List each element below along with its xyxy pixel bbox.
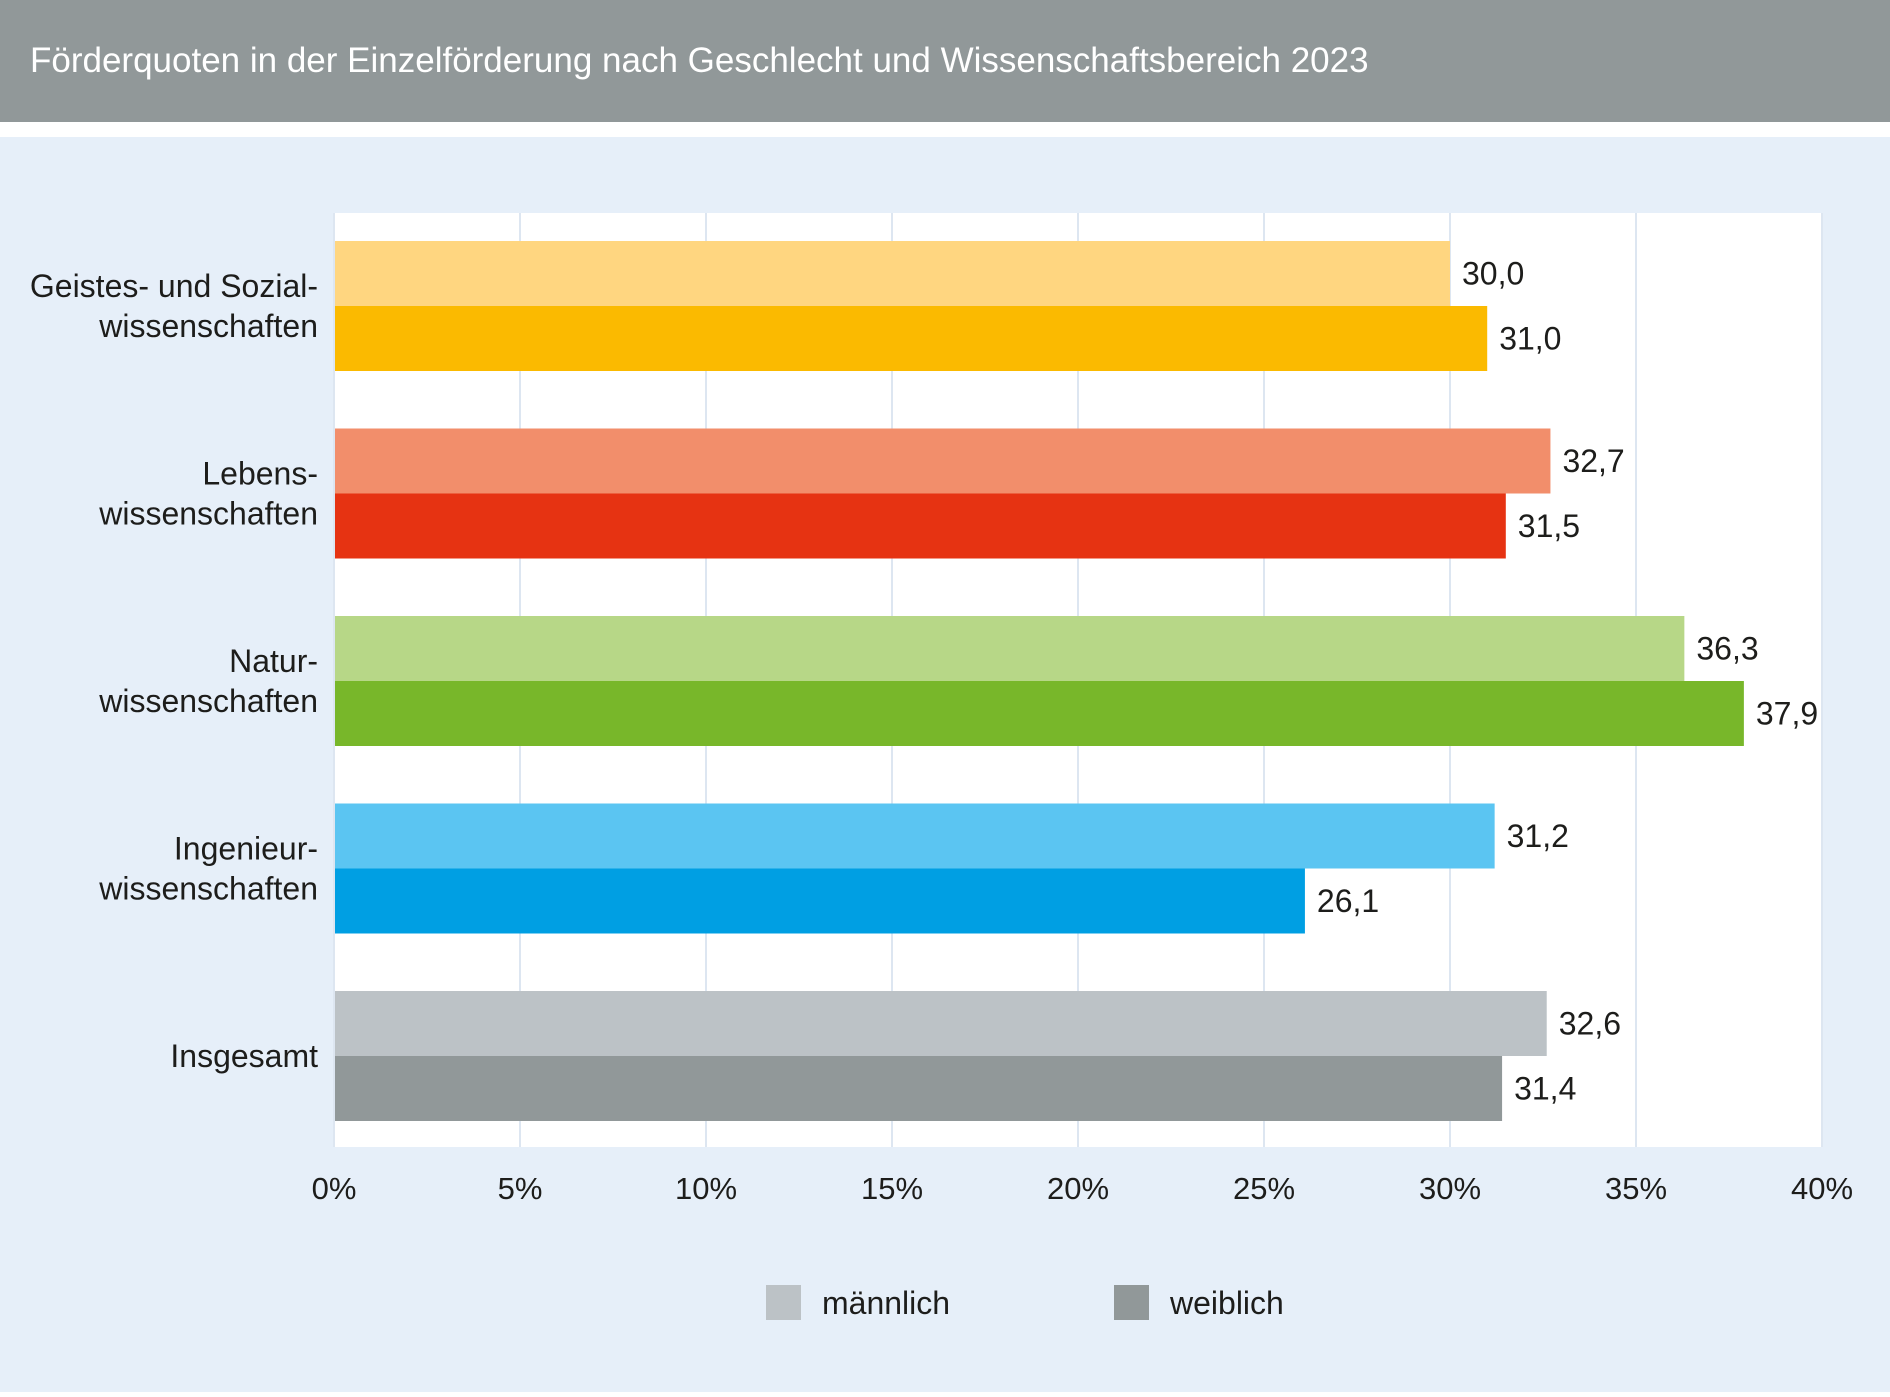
data-label: 32,6 [1559,1006,1621,1042]
data-label: 30,0 [1462,256,1524,292]
legend-label-maennlich: männlich [822,1285,950,1321]
legend-swatch-weiblich [1114,1285,1149,1320]
category-label: wissenschaften [98,308,318,344]
data-label: 36,3 [1696,631,1758,667]
data-label: 26,1 [1317,883,1379,919]
category-label: Natur- [229,643,318,679]
category-label: wissenschaften [98,871,318,907]
x-tick-label: 25% [1233,1171,1295,1206]
data-label: 31,0 [1499,321,1561,357]
bar-weiblich [334,681,1744,746]
category-label: wissenschaften [98,496,318,532]
data-label: 37,9 [1756,696,1818,732]
category-label: Geistes- und Sozial- [30,268,318,304]
bar-chart: 0% 5% 10% 15% 20% 25% 30% 35% 40% Geistes- und So… [30,213,1853,1321]
x-tick-label: 0% [312,1171,357,1206]
bar-weiblich [334,1056,1503,1121]
category-label: Insgesamt [170,1038,318,1074]
x-tick-label: 40% [1791,1171,1853,1206]
bar-maennlich [334,428,1551,494]
x-tick-label: 5% [498,1171,543,1206]
x-tick-label: 10% [675,1171,737,1206]
chart-title: Förderquoten in der Einzelförderung nach… [30,41,1369,80]
bar-maennlich [334,241,1450,306]
category-label: Ingenieur- [174,831,318,867]
category-label: Lebens- [202,456,318,492]
data-label: 31,4 [1514,1071,1576,1107]
bar-weiblich [334,306,1488,371]
x-tick-label: 15% [861,1171,923,1206]
x-tick-label: 20% [1047,1171,1109,1206]
chart-panel: 0% 5% 10% 15% 20% 25% 30% 35% 40% Geistes- und So… [0,137,1890,1392]
legend-label-weiblich: weiblich [1169,1285,1284,1321]
bar-maennlich [334,803,1495,869]
bar-maennlich [334,616,1685,681]
data-label: 31,5 [1518,508,1580,544]
data-label: 31,2 [1507,818,1569,854]
data-label: 32,7 [1562,443,1624,479]
category-label: wissenschaften [98,683,318,719]
bar-weiblich [334,868,1305,934]
legend-swatch-maennlich [766,1285,801,1320]
x-tick-label: 30% [1419,1171,1481,1206]
chart-header: Förderquoten in der Einzelförderung nach… [0,0,1890,122]
bar-weiblich [334,493,1506,559]
bar-maennlich [334,991,1547,1056]
x-tick-label: 35% [1605,1171,1667,1206]
